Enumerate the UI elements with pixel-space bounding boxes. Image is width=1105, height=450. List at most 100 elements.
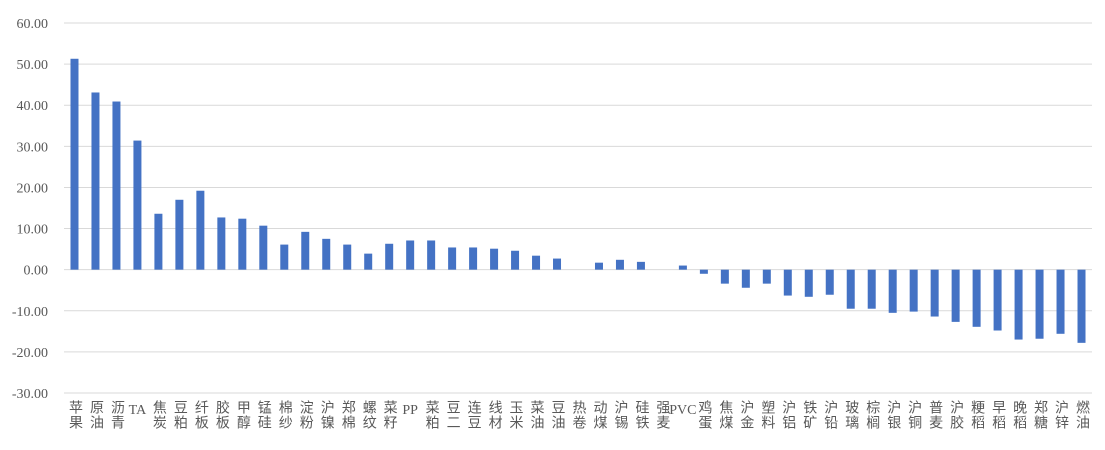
x-tick-label: 线材 bbox=[487, 400, 503, 430]
y-tick-label: 50.00 bbox=[17, 58, 49, 73]
bar bbox=[238, 218, 247, 270]
y-tick-label: 0.00 bbox=[24, 264, 49, 279]
bar bbox=[511, 250, 520, 270]
x-tick-label: 晚稻 bbox=[1011, 400, 1027, 430]
bar bbox=[133, 140, 142, 270]
bar bbox=[280, 244, 289, 270]
bar bbox=[343, 244, 352, 270]
x-tick-label: 塑料 bbox=[759, 400, 775, 430]
bar bbox=[888, 269, 897, 313]
x-tick-label: 豆油 bbox=[550, 400, 566, 430]
bar bbox=[490, 248, 499, 270]
x-tick-label: 沪锡 bbox=[612, 400, 628, 430]
x-tick-label: 郑糖 bbox=[1032, 400, 1048, 430]
bar bbox=[70, 58, 79, 270]
x-tick-label: 菜粕 bbox=[424, 400, 440, 430]
bar bbox=[217, 217, 226, 270]
x-tick-label: 沥青 bbox=[109, 400, 125, 430]
bar bbox=[385, 243, 394, 270]
x-tick-label: 动煤 bbox=[591, 400, 607, 430]
x-tick-label: 郑棉 bbox=[340, 400, 356, 430]
bar bbox=[301, 231, 310, 270]
x-tick-label: PP bbox=[402, 403, 418, 418]
x-tick-label: 玉米 bbox=[508, 400, 524, 430]
bar bbox=[867, 269, 876, 309]
x-tick-label: 豆粕 bbox=[172, 400, 188, 430]
x-tick-label: 热卷 bbox=[571, 400, 587, 430]
x-tick-label: 沪银 bbox=[885, 400, 901, 430]
x-tick-label: 豆二 bbox=[445, 400, 461, 430]
x-tick-label: 焦炭 bbox=[151, 400, 167, 430]
bar bbox=[594, 262, 603, 270]
y-tick-label: 20.00 bbox=[17, 181, 49, 196]
x-tick-label: 纤板 bbox=[193, 400, 209, 430]
y-tick-label: -10.00 bbox=[12, 305, 48, 320]
bar bbox=[930, 269, 939, 317]
bar bbox=[427, 240, 436, 270]
bar bbox=[1056, 269, 1065, 334]
x-tick-label: 锰硅 bbox=[256, 400, 272, 430]
bar bbox=[741, 269, 750, 288]
x-tick-label: 苹果 bbox=[67, 400, 83, 430]
x-tick-label: 玻璃 bbox=[843, 400, 859, 430]
x-tick-label: 棉纱 bbox=[277, 399, 293, 430]
bar bbox=[951, 269, 960, 322]
bar bbox=[678, 265, 687, 270]
x-tick-label: 菜籽 bbox=[382, 400, 398, 430]
x-tick-label: 沪铅 bbox=[822, 400, 838, 430]
bar bbox=[1077, 269, 1086, 343]
bar bbox=[993, 269, 1002, 331]
bar bbox=[154, 213, 163, 270]
y-tick-label: -20.00 bbox=[12, 346, 48, 361]
bar bbox=[636, 261, 645, 270]
x-tick-label: 甲醇 bbox=[235, 400, 251, 430]
bar bbox=[825, 269, 834, 295]
x-tick-label: 普麦 bbox=[927, 400, 943, 430]
x-tick-label: 淀粉 bbox=[298, 400, 314, 430]
bar bbox=[175, 199, 184, 270]
bar bbox=[259, 225, 268, 270]
bar bbox=[699, 269, 708, 274]
x-tick-label: 沪胶 bbox=[948, 400, 964, 430]
x-tick-label: 胶板 bbox=[214, 399, 230, 430]
x-tick-label: 棕榈 bbox=[864, 400, 880, 430]
bar bbox=[112, 101, 121, 270]
bar bbox=[364, 253, 373, 270]
x-tick-label: 沪金 bbox=[738, 400, 754, 430]
bar bbox=[448, 247, 457, 270]
bar bbox=[553, 258, 562, 270]
y-tick-label: 60.00 bbox=[17, 17, 49, 32]
bar bbox=[1035, 269, 1044, 339]
bar bbox=[972, 269, 981, 327]
bar bbox=[322, 238, 331, 270]
y-tick-label: -30.00 bbox=[12, 387, 48, 402]
x-tick-label: 粳稻 bbox=[969, 400, 985, 430]
x-tick-label: 螺纹 bbox=[361, 400, 377, 430]
x-tick-label: 原油 bbox=[88, 400, 104, 430]
bar bbox=[532, 255, 541, 270]
x-tick-label: TA bbox=[129, 403, 147, 418]
bar bbox=[91, 92, 100, 270]
bar bbox=[615, 259, 624, 270]
x-tick-label: 焦煤 bbox=[717, 400, 733, 430]
bar bbox=[1014, 269, 1023, 340]
x-tick-label: 早稻 bbox=[990, 400, 1006, 430]
y-tick-label: 40.00 bbox=[17, 99, 49, 114]
x-tick-label: 硅铁 bbox=[633, 400, 649, 430]
x-tick-label: 沪锌 bbox=[1053, 400, 1069, 430]
x-tick-label: 鸡蛋 bbox=[696, 399, 712, 430]
bar bbox=[762, 269, 771, 284]
x-tick-label: 铁矿 bbox=[801, 400, 817, 430]
bar bbox=[406, 240, 415, 270]
bar bbox=[846, 269, 855, 309]
x-tick-label: 连豆 bbox=[466, 400, 482, 430]
bar bbox=[720, 269, 729, 284]
x-tick-label: 强麦 bbox=[654, 400, 670, 430]
bar bbox=[469, 247, 478, 270]
bar bbox=[804, 269, 813, 297]
y-tick-label: 10.00 bbox=[17, 223, 49, 238]
x-tick-label: 沪铜 bbox=[906, 400, 922, 430]
x-tick-label: 沪镍 bbox=[319, 400, 335, 430]
x-tick-label: 菜油 bbox=[529, 400, 545, 430]
